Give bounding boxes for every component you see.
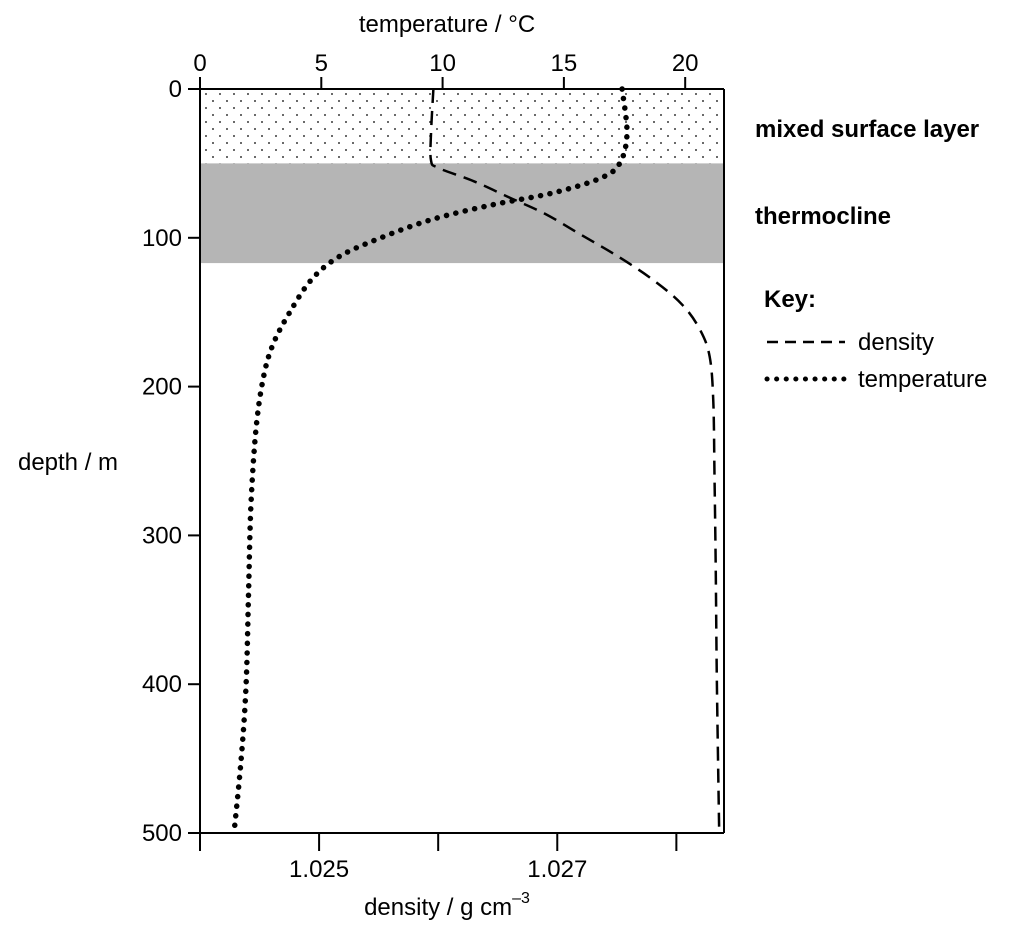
legend-label-temperature: temperature	[858, 366, 987, 393]
legend: Key: density temperature	[764, 286, 987, 393]
band-thermocline	[200, 163, 724, 264]
depth-bands	[200, 89, 724, 264]
top-tick-label-10: 10	[429, 50, 456, 77]
axes: 0 100 200 300 400 500 0 5 10 15 20 1.025 1.027	[142, 50, 725, 883]
bottom-axis-title: density / g cm–3	[364, 890, 530, 921]
y-axis-title: depth / m	[18, 449, 118, 476]
data-series	[231, 86, 721, 836]
bottom-tick-label-3: 1.027	[527, 856, 587, 883]
band-label-thermocline: thermocline	[755, 203, 891, 230]
y-tick-label-200: 200	[142, 374, 182, 401]
y-tick-label-400: 400	[142, 671, 182, 698]
bottom-axis-title-main: density / g cm	[364, 894, 512, 921]
top-axis-title: temperature / °C	[359, 11, 535, 38]
bottom-axis-title-exponent: –3	[512, 890, 530, 907]
y-tick-label-300: 300	[142, 522, 182, 549]
top-tick-label-15: 15	[551, 50, 578, 77]
bottom-tick-label-1: 1.025	[289, 856, 349, 883]
series-line-density	[429, 88, 721, 834]
y-tick-label-0: 0	[169, 76, 182, 103]
series-line-temperature	[231, 86, 630, 836]
top-tick-label-5: 5	[315, 50, 328, 77]
band-mixed-surface-layer-stipple	[200, 89, 724, 164]
legend-label-density: density	[858, 329, 934, 356]
y-tick-label-100: 100	[142, 225, 182, 252]
y-tick-label-500: 500	[142, 820, 182, 847]
top-tick-label-0: 0	[193, 50, 206, 77]
top-tick-label-20: 20	[672, 50, 699, 77]
band-label-mixed-surface-layer: mixed surface layer	[755, 116, 979, 143]
legend-title: Key:	[764, 286, 816, 313]
